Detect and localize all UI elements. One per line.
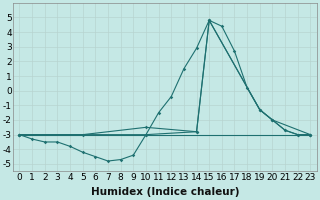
- X-axis label: Humidex (Indice chaleur): Humidex (Indice chaleur): [91, 187, 239, 197]
